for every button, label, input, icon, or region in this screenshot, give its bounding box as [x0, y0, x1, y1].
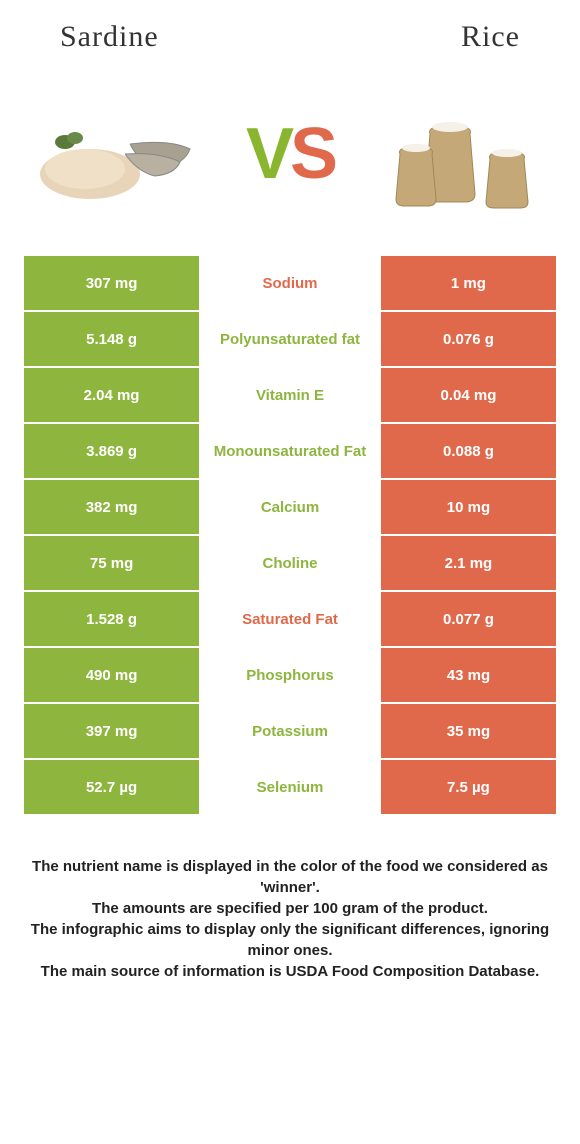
- images-row: VS: [0, 64, 580, 254]
- rice-icon: [380, 94, 550, 214]
- right-value-cell: 2.1 mg: [380, 535, 557, 591]
- footer-line-4: The main source of information is USDA F…: [28, 961, 552, 982]
- left-value-cell: 2.04 mg: [23, 367, 200, 423]
- left-value-cell: 5.148 g: [23, 311, 200, 367]
- table-row: 1.528 gSaturated Fat0.077 g: [23, 591, 557, 647]
- nutrient-name-cell: Monounsaturated Fat: [200, 423, 380, 479]
- right-value-cell: 0.077 g: [380, 591, 557, 647]
- right-value-cell: 10 mg: [380, 479, 557, 535]
- table-row: 397 mgPotassium35 mg: [23, 703, 557, 759]
- left-value-cell: 490 mg: [23, 647, 200, 703]
- nutrient-name-cell: Selenium: [200, 759, 380, 815]
- vs-s-letter: S: [290, 114, 334, 194]
- footer-line-3: The infographic aims to display only the…: [28, 919, 552, 961]
- nutrient-name-cell: Phosphorus: [200, 647, 380, 703]
- table-row: 490 mgPhosphorus43 mg: [23, 647, 557, 703]
- left-value-cell: 1.528 g: [23, 591, 200, 647]
- left-value-cell: 397 mg: [23, 703, 200, 759]
- nutrient-name-cell: Sodium: [200, 255, 380, 311]
- header-row: Sardine Rice: [0, 0, 580, 64]
- left-food-title: Sardine: [60, 20, 159, 54]
- nutrient-name-cell: Saturated Fat: [200, 591, 380, 647]
- right-value-cell: 7.5 µg: [380, 759, 557, 815]
- right-value-cell: 0.04 mg: [380, 367, 557, 423]
- table-row: 75 mgCholine2.1 mg: [23, 535, 557, 591]
- table-row: 52.7 µgSelenium7.5 µg: [23, 759, 557, 815]
- table-row: 3.869 gMonounsaturated Fat0.088 g: [23, 423, 557, 479]
- right-value-cell: 0.076 g: [380, 311, 557, 367]
- nutrient-name-cell: Polyunsaturated fat: [200, 311, 380, 367]
- nutrient-table: 307 mgSodium1 mg5.148 gPolyunsaturated f…: [22, 254, 558, 816]
- table-row: 307 mgSodium1 mg: [23, 255, 557, 311]
- sardine-image: [30, 94, 200, 214]
- right-food-title: Rice: [461, 20, 520, 54]
- vs-label: VS: [246, 113, 334, 195]
- footer-notes: The nutrient name is displayed in the co…: [0, 816, 580, 982]
- right-value-cell: 43 mg: [380, 647, 557, 703]
- footer-line-2: The amounts are specified per 100 gram o…: [28, 898, 552, 919]
- vs-v-letter: V: [246, 114, 290, 194]
- footer-line-1: The nutrient name is displayed in the co…: [28, 856, 552, 898]
- table-row: 5.148 gPolyunsaturated fat0.076 g: [23, 311, 557, 367]
- nutrient-name-cell: Vitamin E: [200, 367, 380, 423]
- left-value-cell: 52.7 µg: [23, 759, 200, 815]
- sardine-icon: [30, 94, 200, 214]
- infographic-container: Sardine Rice VS: [0, 0, 580, 982]
- rice-image: [380, 94, 550, 214]
- right-value-cell: 0.088 g: [380, 423, 557, 479]
- left-value-cell: 3.869 g: [23, 423, 200, 479]
- left-value-cell: 307 mg: [23, 255, 200, 311]
- table-row: 2.04 mgVitamin E0.04 mg: [23, 367, 557, 423]
- nutrient-name-cell: Calcium: [200, 479, 380, 535]
- right-value-cell: 1 mg: [380, 255, 557, 311]
- nutrient-name-cell: Choline: [200, 535, 380, 591]
- left-value-cell: 75 mg: [23, 535, 200, 591]
- right-value-cell: 35 mg: [380, 703, 557, 759]
- left-value-cell: 382 mg: [23, 479, 200, 535]
- table-row: 382 mgCalcium10 mg: [23, 479, 557, 535]
- nutrient-name-cell: Potassium: [200, 703, 380, 759]
